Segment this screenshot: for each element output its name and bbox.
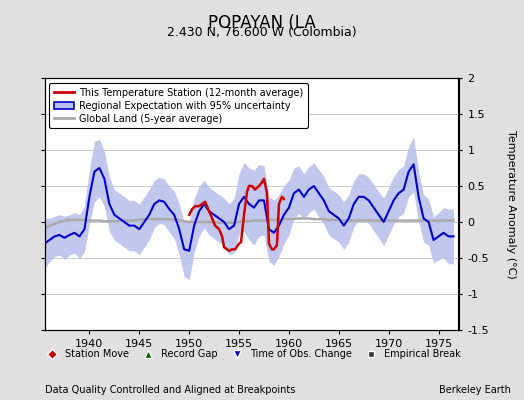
Text: Data Quality Controlled and Aligned at Breakpoints: Data Quality Controlled and Aligned at B… [45, 385, 295, 395]
Y-axis label: Temperature Anomaly (°C): Temperature Anomaly (°C) [506, 130, 516, 278]
Legend: This Temperature Station (12-month average), Regional Expectation with 95% uncer: This Temperature Station (12-month avera… [49, 83, 308, 128]
Text: Berkeley Earth: Berkeley Earth [439, 385, 511, 395]
Text: POPAYAN (LA: POPAYAN (LA [208, 14, 316, 32]
Text: 2.430 N, 76.600 W (Colombia): 2.430 N, 76.600 W (Colombia) [167, 26, 357, 39]
Legend: Station Move, Record Gap, Time of Obs. Change, Empirical Break: Station Move, Record Gap, Time of Obs. C… [40, 346, 463, 362]
